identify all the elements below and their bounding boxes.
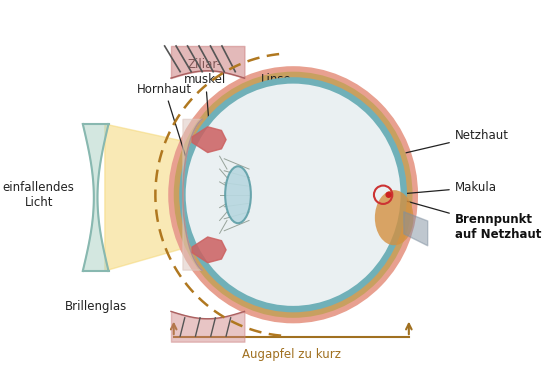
Ellipse shape xyxy=(186,84,400,306)
Polygon shape xyxy=(192,127,226,152)
Text: Makula: Makula xyxy=(394,181,497,195)
Ellipse shape xyxy=(174,72,412,318)
Text: Brennpunkt
auf Netzhaut: Brennpunkt auf Netzhaut xyxy=(393,197,541,241)
Ellipse shape xyxy=(375,190,414,245)
Text: Linse: Linse xyxy=(243,73,292,160)
Ellipse shape xyxy=(225,166,251,223)
Polygon shape xyxy=(192,237,226,263)
Text: Netzhaut: Netzhaut xyxy=(406,129,509,153)
Polygon shape xyxy=(105,124,389,271)
Ellipse shape xyxy=(168,66,418,323)
Polygon shape xyxy=(183,119,202,270)
Circle shape xyxy=(386,192,392,198)
Ellipse shape xyxy=(179,77,407,312)
Text: einfallendes
Licht: einfallendes Licht xyxy=(3,181,75,209)
Text: Hornhaut: Hornhaut xyxy=(137,83,192,163)
Text: Augapfel zu kurz: Augapfel zu kurz xyxy=(242,348,341,361)
Text: Brillenglas: Brillenglas xyxy=(64,300,127,313)
Text: Glaskörper: Glaskörper xyxy=(280,239,352,252)
Polygon shape xyxy=(83,124,108,271)
Text: Ziliar-
muskel: Ziliar- muskel xyxy=(184,58,226,139)
